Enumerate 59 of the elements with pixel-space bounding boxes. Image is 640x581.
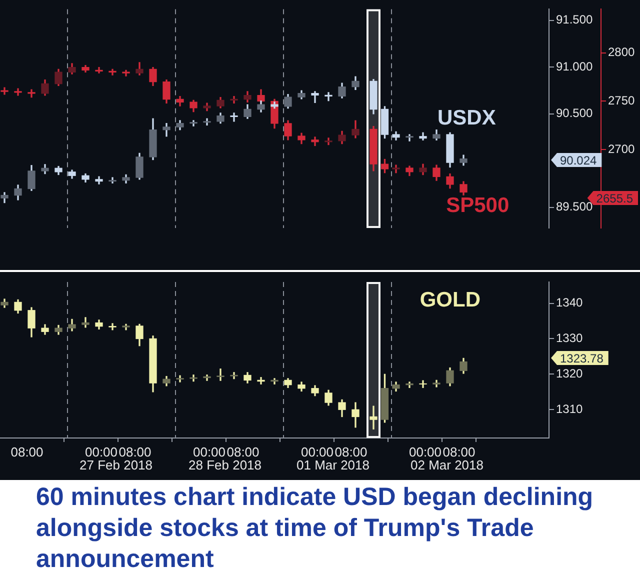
candlestick	[216, 368, 224, 381]
y-tick-label: 90.500	[556, 106, 594, 120]
candlestick	[406, 382, 414, 388]
series-label: SP500	[446, 194, 510, 217]
candlestick	[270, 378, 278, 384]
text: GOLD	[420, 288, 481, 312]
y-tick-label: 91.500	[556, 12, 594, 27]
y-tick-label: 91.000	[556, 59, 594, 74]
candlestick	[432, 380, 440, 388]
x-tick-label: 08:00	[226, 444, 260, 460]
candlestick	[230, 96, 238, 104]
candlestick	[230, 112, 238, 122]
candlestick	[190, 374, 198, 382]
candlestick	[324, 92, 332, 102]
x-tick-label: 00:00	[84, 444, 118, 460]
text: 28 Feb 2018	[188, 458, 262, 473]
x-tick-label: 00:00	[300, 444, 334, 460]
text: 02 Mar 2018	[410, 458, 484, 473]
y2-tick-label: 2700	[608, 142, 636, 156]
candlestick	[230, 372, 238, 380]
series-label: USDX	[437, 106, 496, 130]
x-tick-label: 08:00	[10, 444, 44, 460]
y-tick-label: 1310	[556, 402, 584, 416]
candlestick	[419, 380, 427, 388]
y-tick-label: 1340	[556, 296, 584, 310]
candlestick	[311, 91, 319, 104]
x-tick-label: 00:00	[408, 444, 442, 460]
text: 27 Feb 2018	[79, 458, 153, 473]
x-tick-label: 08:00	[118, 444, 152, 460]
text: 2655.5	[596, 191, 634, 206]
candlestick	[406, 134, 414, 142]
candlestick	[370, 406, 378, 430]
candlestick	[122, 70, 130, 76]
candlestick	[203, 118, 211, 126]
y2-tick-label: 2750	[608, 93, 636, 108]
y-tick-label: 1320	[556, 366, 584, 380]
candlestick	[108, 177, 116, 184]
x-tick-label: 08:00	[334, 444, 368, 460]
candlestick	[82, 317, 90, 328]
x-tick-label: 00:00	[192, 444, 226, 460]
y-tick-label: 89.500	[556, 200, 594, 214]
candlestick	[257, 377, 265, 384]
text: 90.024	[560, 153, 598, 168]
y-tick-label: 1330	[556, 331, 584, 346]
candlestick	[311, 136, 319, 146]
text: 60 minutes chart indicate USD began declining alongside stocks at time of Trump's Trade announcement	[36, 482, 594, 575]
candlestick	[392, 164, 400, 174]
text: 01 Mar 2018	[296, 458, 370, 473]
x-tick-label: 08:00	[442, 444, 476, 460]
text: 1323.78	[560, 351, 604, 366]
candlestick	[108, 68, 116, 76]
candlestick	[203, 374, 211, 381]
y2-tick-label: 2800	[608, 45, 636, 60]
candlestick	[324, 138, 332, 146]
candlestick	[28, 89, 36, 98]
candlestick	[190, 120, 198, 126]
candlestick	[108, 323, 116, 330]
candlestick	[95, 66, 103, 74]
candlestick	[176, 375, 184, 382]
